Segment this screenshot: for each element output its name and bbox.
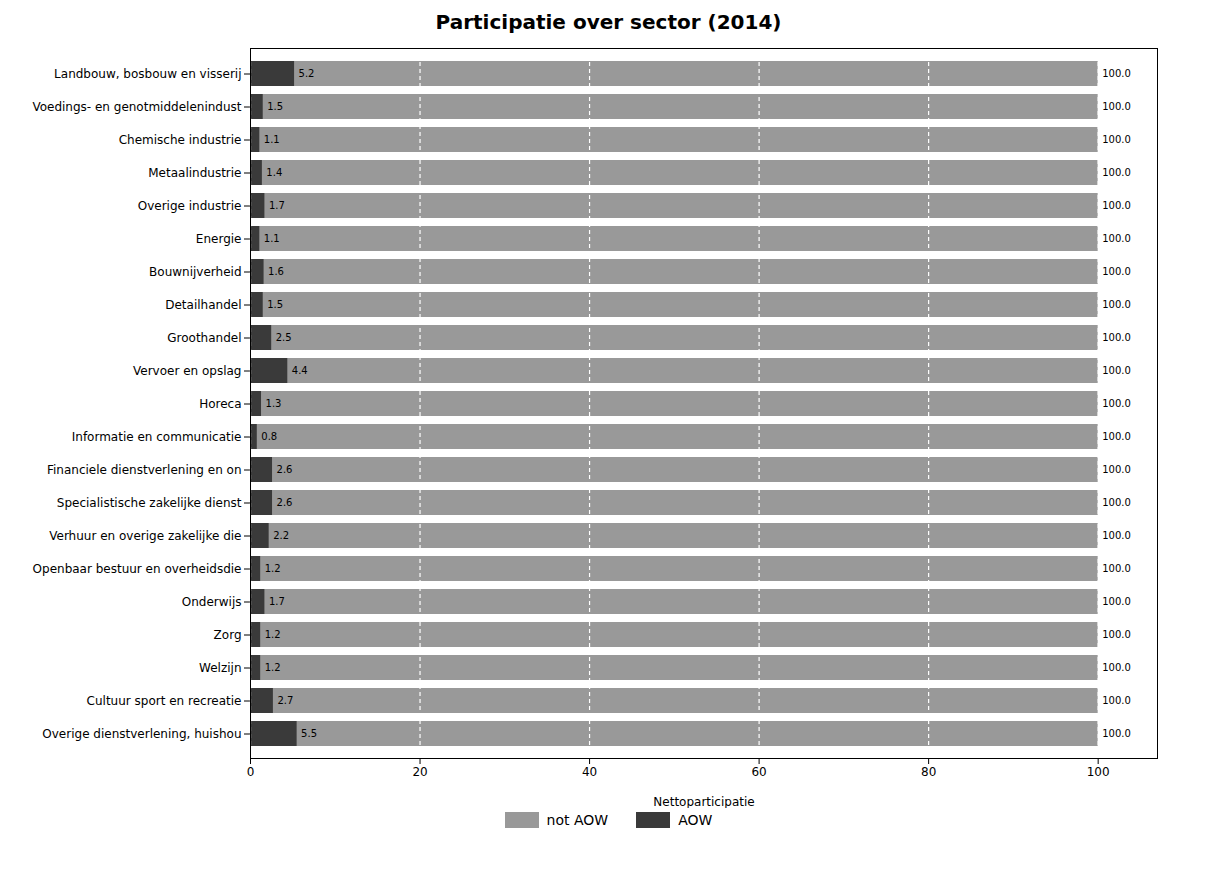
svg-text:1.7: 1.7: [269, 200, 285, 211]
svg-text:1.2: 1.2: [265, 662, 281, 673]
svg-text:80: 80: [921, 765, 936, 779]
svg-text:4.4: 4.4: [292, 365, 308, 376]
svg-text:1.2: 1.2: [265, 629, 281, 640]
svg-text:Zorg: Zorg: [214, 628, 242, 642]
svg-text:100.0: 100.0: [1102, 68, 1131, 79]
svg-text:Welzijn: Welzijn: [199, 661, 241, 675]
svg-text:20: 20: [412, 765, 427, 779]
svg-text:Openbaar bestuur en overheidsd: Openbaar bestuur en overheidsdie: [33, 562, 242, 576]
html-text:Participatie over sector (2014: Participatie over sector (2014): [435, 10, 782, 34]
svg-text:2.2: 2.2: [273, 530, 289, 541]
svg-text:0: 0: [247, 765, 255, 779]
svg-text:100: 100: [1087, 765, 1110, 779]
svg-text:1.7: 1.7: [269, 596, 285, 607]
svg-text:100.0: 100.0: [1102, 233, 1131, 244]
svg-text:100.0: 100.0: [1102, 101, 1131, 112]
svg-text:Metaalindustrie: Metaalindustrie: [148, 166, 241, 180]
svg-text:Horeca: Horeca: [199, 397, 241, 411]
svg-text:0.8: 0.8: [261, 431, 277, 442]
svg-text:100.0: 100.0: [1102, 728, 1131, 739]
svg-text:100.0: 100.0: [1102, 299, 1131, 310]
svg-text:Bouwnijverheid: Bouwnijverheid: [149, 265, 241, 279]
svg-text:5.2: 5.2: [299, 68, 315, 79]
svg-text:Vervoer en opslag: Vervoer en opslag: [133, 364, 242, 378]
svg-text:Groothandel: Groothandel: [167, 331, 241, 345]
svg-text:1.6: 1.6: [268, 266, 284, 277]
svg-text:Nettoparticipatie: Nettoparticipatie: [653, 795, 754, 809]
svg-text:40: 40: [582, 765, 597, 779]
svg-text:Specialistische zakelijke dien: Specialistische zakelijke dienst: [57, 496, 242, 510]
svg-text:1.2: 1.2: [265, 563, 281, 574]
svg-text:1.1: 1.1: [264, 134, 280, 145]
svg-text:100.0: 100.0: [1102, 662, 1131, 673]
svg-text:Informatie en communicatie: Informatie en communicatie: [72, 430, 242, 444]
svg-text:60: 60: [751, 765, 766, 779]
svg-text:100.0: 100.0: [1102, 134, 1131, 145]
svg-text:Energie: Energie: [196, 232, 242, 246]
svg-text:100.0: 100.0: [1102, 596, 1131, 607]
svg-text:100.0: 100.0: [1102, 365, 1131, 376]
svg-text:1.3: 1.3: [266, 398, 282, 409]
svg-text:100.0: 100.0: [1102, 629, 1131, 640]
svg-text:Financiele dienstverlening en: Financiele dienstverlening en on: [47, 463, 242, 477]
svg-text:100.0: 100.0: [1102, 530, 1131, 541]
svg-text:Overige dienstverlening, huish: Overige dienstverlening, huishou: [42, 727, 241, 741]
svg-text:Detailhandel: Detailhandel: [165, 298, 241, 312]
svg-text:2.7: 2.7: [277, 695, 293, 706]
html-text:not AOW: not AOW: [546, 812, 609, 828]
svg-text:2.5: 2.5: [276, 332, 292, 343]
svg-text:Overige industrie: Overige industrie: [138, 199, 242, 213]
svg-text:1.5: 1.5: [267, 101, 283, 112]
svg-text:Onderwijs: Onderwijs: [182, 595, 242, 609]
svg-text:2.6: 2.6: [277, 464, 293, 475]
svg-text:Verhuur en overige zakelijke d: Verhuur en overige zakelijke die: [49, 529, 241, 543]
svg-text:100.0: 100.0: [1102, 167, 1131, 178]
svg-text:100.0: 100.0: [1102, 695, 1131, 706]
svg-text:1.4: 1.4: [266, 167, 282, 178]
svg-text:100.0: 100.0: [1102, 332, 1131, 343]
svg-text:2.6: 2.6: [277, 497, 293, 508]
svg-text:100.0: 100.0: [1102, 431, 1131, 442]
html-text:AOW: AOW: [678, 812, 713, 828]
svg-text:100.0: 100.0: [1102, 497, 1131, 508]
svg-text:5.5: 5.5: [301, 728, 317, 739]
svg-text:100.0: 100.0: [1102, 266, 1131, 277]
svg-text:100.0: 100.0: [1102, 464, 1131, 475]
svg-text:1.1: 1.1: [264, 233, 280, 244]
svg-text:Cultuur sport en recreatie: Cultuur sport en recreatie: [87, 694, 242, 708]
svg-text:100.0: 100.0: [1102, 563, 1131, 574]
svg-text:Chemische industrie: Chemische industrie: [119, 133, 242, 147]
svg-text:Landbouw, bosbouw en visserij: Landbouw, bosbouw en visserij: [54, 67, 241, 81]
svg-text:1.5: 1.5: [267, 299, 283, 310]
svg-text:Voedings- en genotmiddelenindu: Voedings- en genotmiddelenindust: [32, 100, 241, 114]
svg-text:100.0: 100.0: [1102, 398, 1131, 409]
svg-text:100.0: 100.0: [1102, 200, 1131, 211]
